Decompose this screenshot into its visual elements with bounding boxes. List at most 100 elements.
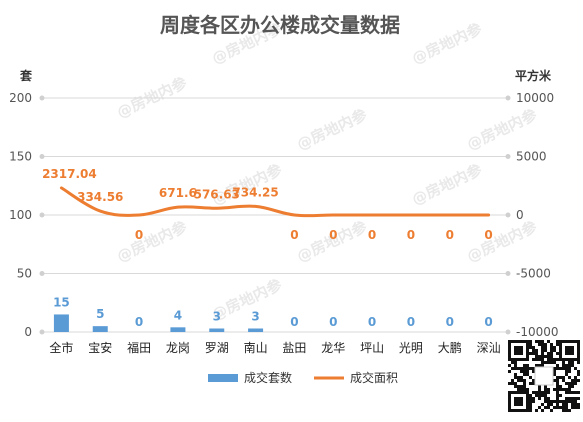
- qr-module: [541, 391, 544, 394]
- qr-module: [556, 352, 559, 355]
- qr-module: [520, 370, 523, 373]
- qr-logo: [534, 366, 554, 386]
- qr-module: [529, 409, 532, 412]
- qr-module: [565, 382, 568, 385]
- qr-module: [565, 364, 568, 367]
- qr-module: [547, 358, 550, 361]
- qr-module: [523, 388, 526, 391]
- qr-module: [577, 391, 580, 394]
- qr-module: [538, 391, 541, 394]
- bar-3: [170, 327, 186, 332]
- qr-module: [535, 355, 538, 358]
- qr-module: [550, 349, 553, 352]
- qr-module: [565, 409, 568, 412]
- qr-module: [562, 403, 565, 406]
- qr-module: [550, 409, 553, 412]
- qr-module: [544, 400, 547, 403]
- qr-module: [547, 355, 550, 358]
- qr-module: [556, 406, 559, 409]
- qr-module: [523, 379, 526, 382]
- bar-label-11: 0: [484, 315, 492, 329]
- category-label-4: 罗湖: [205, 340, 229, 355]
- left-axis: 0 50 100 150 200: [9, 91, 32, 339]
- qr-module: [556, 382, 559, 385]
- qr-module: [514, 361, 517, 364]
- line-label-9: 0: [407, 228, 415, 242]
- qr-module: [568, 367, 571, 370]
- qr-module: [535, 349, 538, 352]
- qr-module: [574, 403, 577, 406]
- qr-module: [568, 397, 571, 400]
- qr-module: [565, 370, 568, 373]
- qr-module: [565, 403, 568, 406]
- qr-module: [514, 373, 517, 376]
- qr-module: [535, 340, 538, 343]
- qr-module: [565, 367, 568, 370]
- qr-module: [535, 358, 538, 361]
- qr-module: [562, 388, 565, 391]
- qr-module: [559, 400, 562, 403]
- qr-module: [556, 400, 559, 403]
- qr-module: [541, 340, 544, 343]
- qr-module: [568, 361, 571, 364]
- gridline-marker-right-1: [505, 271, 511, 276]
- qr-module: [535, 409, 538, 412]
- qr-module: [532, 349, 535, 352]
- qr-module: [550, 361, 553, 364]
- qr-module: [544, 394, 547, 397]
- qr-module: [541, 394, 544, 397]
- line-label-7: 0: [329, 228, 337, 242]
- qr-module: [559, 367, 562, 370]
- line-label-2: 0: [135, 228, 143, 242]
- watermark-1: @房地内参: [409, 19, 485, 67]
- qr-module: [541, 346, 544, 349]
- qr-module: [535, 391, 538, 394]
- qr-module: [565, 373, 568, 376]
- category-label-3: 龙岗: [166, 341, 190, 355]
- qr-module: [571, 406, 574, 409]
- qr-module: [541, 361, 544, 364]
- legend: 成交套数 成交面积: [208, 370, 398, 385]
- qr-module: [523, 382, 526, 385]
- qr-module: [523, 364, 526, 367]
- qr-module: [541, 349, 544, 352]
- qr-module: [562, 409, 565, 412]
- qr-module: [532, 346, 535, 349]
- qr-module: [550, 346, 553, 349]
- qr-module: [541, 409, 544, 412]
- legend-swatch-count: [208, 374, 238, 382]
- qr-module: [547, 397, 550, 400]
- qr-module: [529, 397, 532, 400]
- bar-label-8: 0: [368, 315, 376, 329]
- qr-module: [562, 406, 565, 409]
- qr-module: [538, 358, 541, 361]
- qr-module: [577, 370, 580, 373]
- qr-module: [529, 406, 532, 409]
- qr-module: [574, 397, 577, 400]
- bar-4: [209, 328, 225, 332]
- qr-module: [550, 355, 553, 358]
- category-label-9: 光明: [399, 341, 423, 355]
- qr-module: [547, 361, 550, 364]
- qr-module: [520, 376, 523, 379]
- watermark-5: @房地内参: [209, 160, 285, 208]
- qr-module: [508, 370, 511, 373]
- right-tick-label-0: -10000: [516, 325, 559, 339]
- qr-module: [553, 358, 556, 361]
- qr-module: [508, 364, 511, 367]
- qr-module: [529, 346, 532, 349]
- line-label-3: 671.6: [159, 186, 197, 200]
- bar-data-labels: 15 5 0 4 3 3 0 0 0 0 0 0: [53, 295, 493, 329]
- qr-module: [517, 388, 520, 391]
- qr-module: [550, 358, 553, 361]
- qr-module: [553, 400, 556, 403]
- qr-module: [538, 394, 541, 397]
- area-series-line: [59, 186, 491, 218]
- qr-module: [571, 391, 574, 394]
- qr-module: [535, 364, 538, 367]
- qr-module: [568, 376, 571, 379]
- category-label-8: 坪山: [360, 341, 384, 355]
- qr-module: [532, 370, 535, 373]
